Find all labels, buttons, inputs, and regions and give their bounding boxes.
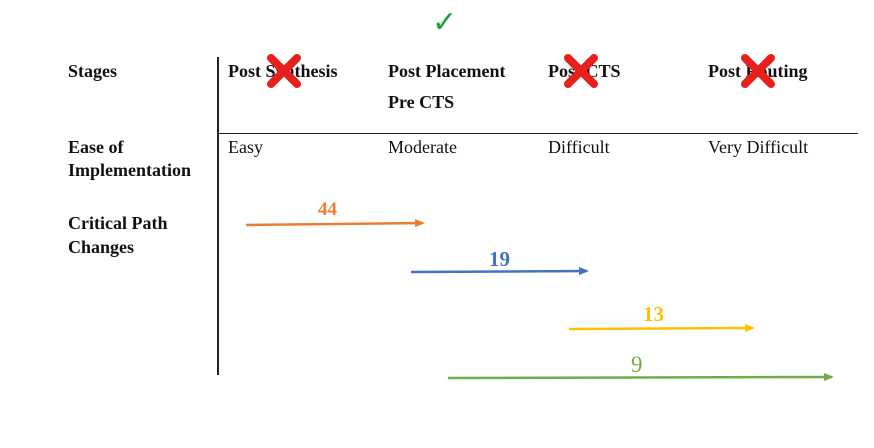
ease-label-line1: Ease of [68,137,124,157]
arrow-label-44: 44 [318,199,337,220]
red-x-icon [267,54,301,88]
red-x-icon [564,54,598,88]
arrow-9 [447,373,834,382]
critical-label-line2: Changes [68,237,135,257]
critical-label-line1: Critical Path [68,213,168,233]
ease-value-moderate: Moderate [388,137,457,157]
arrow-19 [410,267,589,276]
ease-value-very-difficult: Very Difficult [708,137,809,157]
vertical-divider [217,57,219,375]
stages-label: Stages [68,61,117,81]
arrow-label-13: 13 [643,302,664,326]
red-x-icon [741,54,775,88]
ease-value-difficult: Difficult [548,137,610,157]
ease-value-easy: Easy [228,137,263,157]
arrow-13 [568,324,755,333]
stage-pre-cts: Pre CTS [388,92,455,112]
arrow-44 [245,219,425,228]
ease-label-line2: Implementation [68,160,191,180]
arrow-label-9: 9 [631,352,643,377]
checkmark-icon: ✓ [432,5,458,40]
header-divider [218,133,858,135]
arrow-label-19: 19 [489,247,510,271]
stage-post-placement: Post Placement [388,61,506,81]
